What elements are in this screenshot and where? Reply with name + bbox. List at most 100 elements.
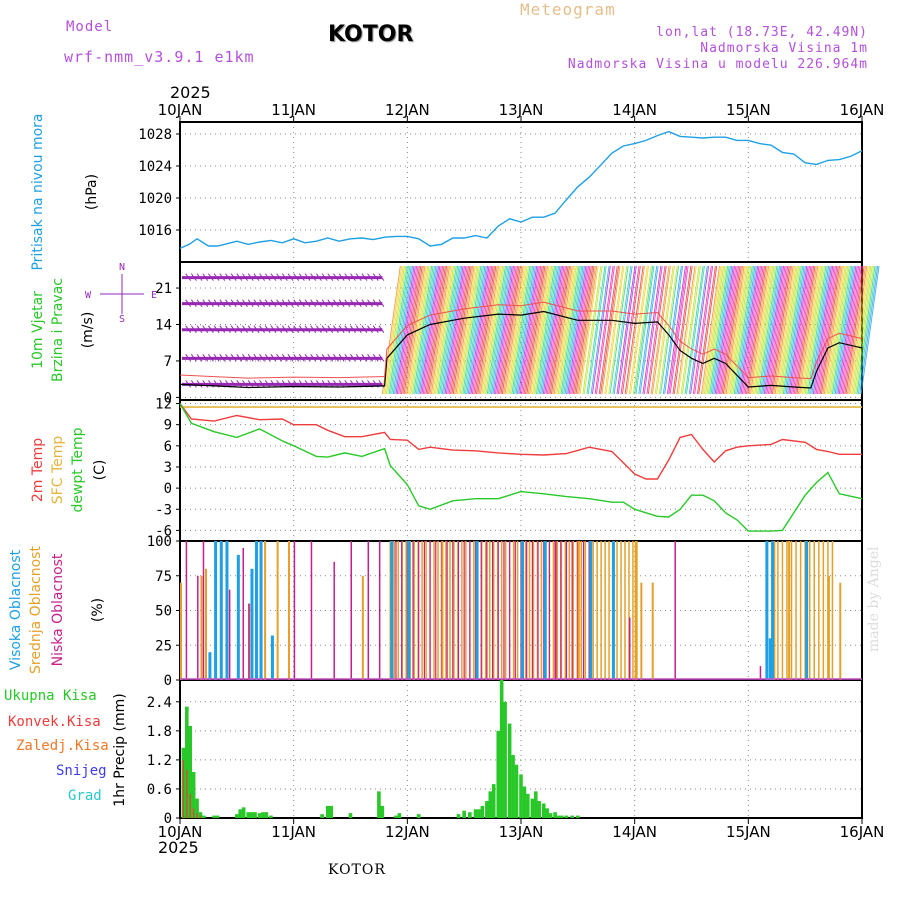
wind-barb	[698, 265, 718, 395]
wind-barb	[548, 265, 568, 395]
wind-barb	[705, 265, 725, 395]
wind-barb	[778, 265, 798, 395]
wind-barb-tick	[219, 325, 226, 333]
wind-barb-tick	[327, 354, 334, 362]
wind-barb	[770, 265, 790, 395]
wind-barb	[482, 265, 502, 395]
wind-barb	[437, 265, 457, 395]
total-precip-bar	[325, 805, 330, 818]
low-cloud-bar	[350, 541, 352, 680]
high-cloud-bar	[250, 568, 254, 680]
wind-barb-tick	[338, 354, 345, 362]
city-title: KOTOR	[328, 22, 414, 47]
wind-barb	[677, 265, 697, 395]
wind-barb	[529, 265, 549, 395]
wind-barb-tick	[361, 273, 368, 281]
wind-barb-tick	[367, 325, 373, 333]
wind-barb	[692, 265, 712, 395]
wind-barb	[526, 265, 546, 395]
wind-barb	[801, 265, 821, 395]
wind-barb	[830, 265, 850, 395]
wind-barb-tick	[196, 380, 203, 388]
wind-barb-tick	[355, 325, 362, 333]
wind-barb	[797, 265, 817, 395]
wind-barb	[475, 265, 495, 395]
wind-barb	[501, 265, 521, 395]
wind-barb-tick	[259, 380, 265, 388]
wind-barb-tick	[276, 273, 283, 281]
wind-barb	[471, 265, 491, 395]
wind-barb-tick	[304, 325, 311, 333]
wind-barb	[807, 265, 827, 395]
wind-barb	[680, 265, 700, 395]
wind-barb-tick	[253, 380, 260, 388]
wind-barb	[469, 265, 489, 395]
wind-barb	[752, 265, 772, 395]
wind-barb	[515, 265, 535, 395]
wind-barb-tick	[202, 380, 209, 388]
total-precip-bar	[456, 814, 461, 818]
compass-s: S	[119, 314, 125, 325]
wind-barb	[527, 265, 547, 395]
mid-cloud-bar	[577, 541, 580, 680]
wind-barb	[711, 265, 731, 395]
total-precip-bar	[541, 803, 546, 818]
wind-barb	[516, 265, 536, 395]
wind-barb	[508, 265, 528, 395]
wind-barb	[444, 265, 464, 395]
wind-barb	[570, 265, 590, 395]
wind-barb-tick	[247, 273, 254, 281]
total-precip-bar	[198, 812, 203, 818]
x-tick-label-top: 15JAN	[726, 101, 771, 119]
wind-barb-tick	[350, 354, 356, 362]
wind-barb-tick	[225, 299, 231, 307]
wind-barb	[616, 265, 636, 395]
wind-barb	[796, 265, 816, 395]
wind-barb	[572, 265, 592, 395]
wind-barb	[728, 265, 748, 395]
wind-barb	[617, 265, 637, 395]
wind-barb	[816, 265, 836, 395]
wind-barb	[473, 265, 493, 395]
high-cloud-bar	[407, 541, 411, 680]
wind-gust-series	[179, 301, 863, 380]
wind-barb-tick	[315, 299, 322, 307]
y-tick-label: 1.2	[147, 753, 172, 769]
wind-barb-tick	[344, 299, 351, 307]
wind-barb-tick	[350, 273, 356, 281]
wind-barb-tick	[264, 325, 271, 333]
high-cloud-bar	[611, 541, 615, 680]
total-precip-bar	[320, 814, 324, 818]
wind-barb-tick	[333, 325, 339, 333]
wind-barb	[743, 265, 763, 395]
wind-barb	[710, 265, 730, 395]
wind-barb	[400, 265, 420, 395]
wind-barb	[785, 265, 805, 395]
wind-barb-tick	[202, 354, 209, 362]
total-precip-bar	[514, 764, 519, 818]
y-tick-label: 1020	[138, 191, 172, 207]
wind-barb-tick	[213, 325, 220, 333]
mid-cloud-bar	[839, 582, 842, 680]
wind-unit: (m/s)	[80, 312, 96, 349]
low-cloud-bar	[228, 589, 231, 680]
wind-barb-tick	[196, 354, 203, 362]
model-elevation: Nadmorska Visina u modelu 226.964m	[567, 57, 868, 72]
wind-barb	[707, 265, 727, 395]
low-cloud-bar	[197, 575, 199, 680]
total-precip-bar	[394, 815, 398, 818]
total-precip-bar	[264, 812, 269, 818]
wind-barb	[575, 265, 595, 395]
total-precip-bar	[499, 680, 504, 818]
wind-barb-tick	[196, 273, 203, 281]
wind-barb-tick	[298, 273, 305, 281]
wind-barb	[560, 265, 580, 395]
wind-barb-tick	[321, 273, 328, 281]
high-cloud-bar	[236, 554, 240, 680]
wind-barb-tick	[247, 325, 254, 333]
mid-cloud-bar	[773, 541, 776, 680]
wind-barb	[500, 265, 520, 395]
total-precip-bar	[553, 812, 557, 818]
wind-barb-tick	[276, 325, 283, 333]
wind-barb	[664, 265, 684, 395]
